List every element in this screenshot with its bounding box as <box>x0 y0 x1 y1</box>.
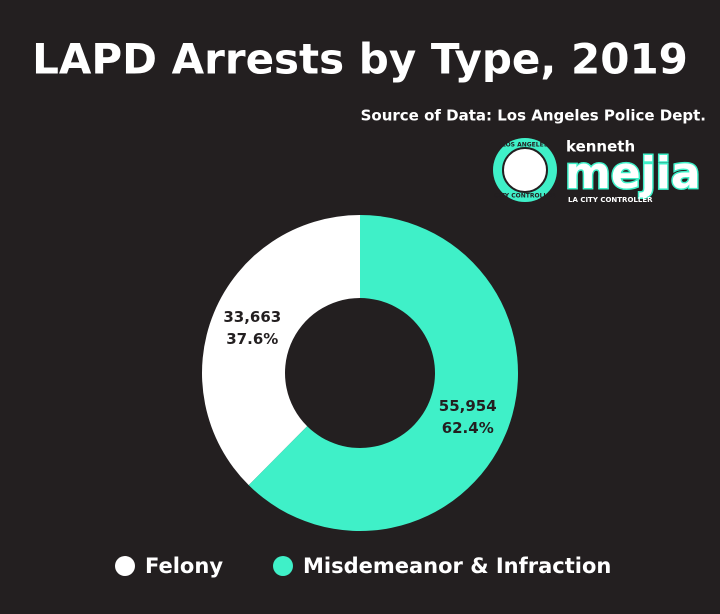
slice <box>248 215 518 531</box>
legend-marker <box>115 556 135 576</box>
legend-label: Misdemeanor & Infraction <box>303 554 611 578</box>
logo: LOS ANGELES CITY CONTROLLER kenneth meji… <box>493 138 702 204</box>
logo-tagline: LA CITY CONTROLLER <box>568 196 653 204</box>
value-label: 33,663 <box>223 308 281 326</box>
legend-label: Felony <box>145 554 223 578</box>
legend-marker <box>273 556 293 576</box>
percentage-label: 62.4% <box>442 419 494 437</box>
value-label: 55,954 <box>439 397 497 415</box>
chart-subtitle: Source of Data: Los Angeles Police Dept. <box>361 107 706 125</box>
seal-text: CITY CONTROLLER <box>494 193 556 200</box>
percentage-label: 37.6% <box>226 330 278 348</box>
chart-title: LAPD Arrests by Type, 2019 <box>32 35 688 84</box>
logo-name: mejia <box>565 148 701 199</box>
logo-name: kenneth <box>566 138 635 156</box>
slice <box>202 215 360 486</box>
seal-inner <box>502 147 548 193</box>
seal-text: LOS ANGELES <box>502 142 548 149</box>
